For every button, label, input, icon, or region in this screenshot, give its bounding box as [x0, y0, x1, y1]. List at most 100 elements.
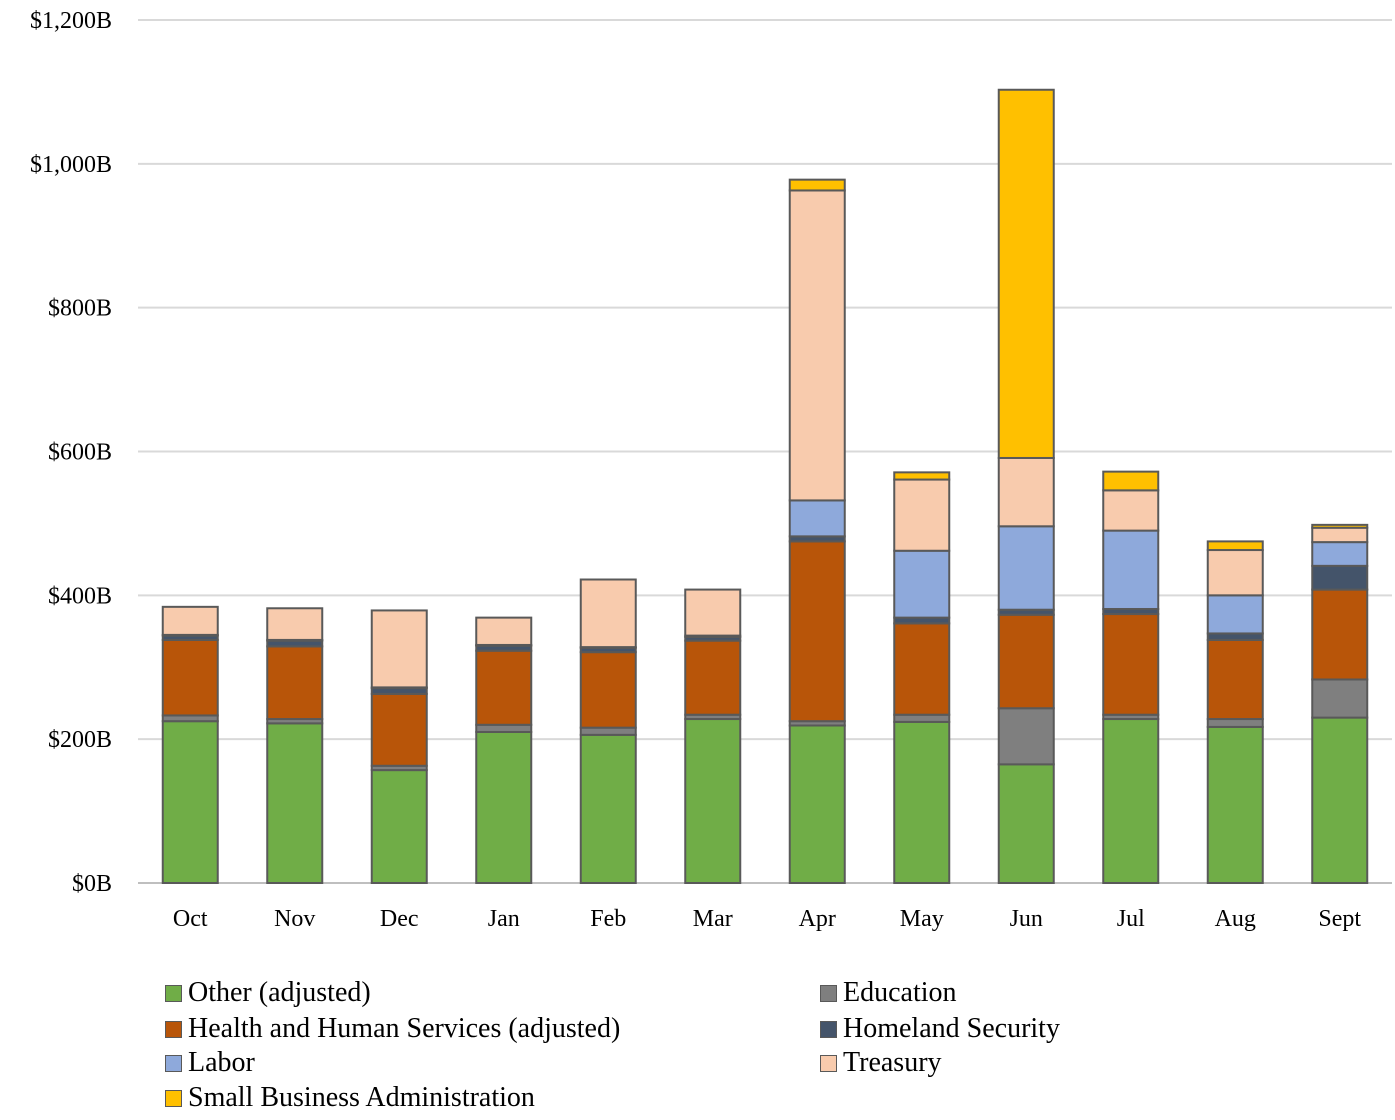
bar-segment [370, 692, 428, 767]
bar-segment [475, 723, 533, 733]
bar-segment [579, 733, 637, 885]
bar-segment [1102, 718, 1160, 885]
legend-item: Education [820, 977, 957, 1009]
bar-segment [1206, 638, 1264, 721]
bar-segment [788, 540, 846, 723]
bar-segment [266, 722, 324, 884]
bar-segment [475, 730, 533, 884]
bar-segment [684, 718, 742, 885]
bar-segment [684, 639, 742, 716]
legend-label: Education [843, 977, 957, 1008]
bar-segment [997, 525, 1055, 611]
bar-segment [893, 478, 951, 552]
legend-label: Health and Human Services (adjusted) [188, 1013, 621, 1044]
legend-swatch [165, 984, 182, 1002]
legend-label: Other (adjusted) [188, 977, 371, 1008]
bar-segment [1206, 540, 1264, 552]
bar-segment [1206, 725, 1264, 885]
bar-segment [161, 638, 219, 717]
x-tick-label: Apr [799, 906, 836, 932]
bar-segment [266, 645, 324, 721]
legend-item: Other (adjusted) [165, 977, 371, 1009]
bar-segment [1311, 716, 1369, 885]
y-tick-label: $1,200B [30, 8, 112, 34]
bar-segment [997, 613, 1055, 710]
x-tick-label: Aug [1215, 906, 1256, 932]
y-tick-label: $200B [48, 727, 112, 753]
legend-item: Treasury [820, 1047, 942, 1079]
x-tick-label: Oct [173, 906, 208, 932]
bar-segment [579, 726, 637, 736]
x-tick-label: Nov [274, 906, 315, 932]
y-tick-label: $800B [48, 296, 112, 322]
gridlines [138, 19, 1392, 884]
y-tick-label: $0B [72, 871, 112, 897]
bar-segment [997, 707, 1055, 766]
bar-segment [684, 588, 742, 637]
bar-segment [475, 649, 533, 726]
x-tick-label: Jul [1117, 906, 1145, 932]
x-tick-label: Jun [1010, 906, 1043, 932]
bar-segment [1311, 526, 1369, 544]
stacked-bar-chart: $0B $200B $400B $600B $800B $1,000B $1,200B Oc… [30, 8, 1392, 932]
bar-segment [1311, 523, 1369, 529]
legend-item: Labor [165, 1047, 255, 1079]
legend-item: Homeland Security [820, 1013, 1060, 1045]
legend-item: Small Business Administration [165, 1082, 535, 1114]
bar-segment [1206, 718, 1264, 728]
bar-segment [579, 578, 637, 649]
legend-item: Health and Human Services (adjusted) [165, 1013, 620, 1045]
bar-segment [788, 499, 846, 538]
bar-segment [1311, 678, 1369, 719]
bar-segment [1311, 541, 1369, 567]
bar-segment [1311, 564, 1369, 591]
legend-swatch [165, 1020, 182, 1038]
bar-segment [788, 189, 846, 502]
bar-segment [1206, 594, 1264, 635]
bar-segment [997, 763, 1055, 885]
y-tick-label: $600B [48, 440, 112, 466]
bar-segment [475, 616, 533, 646]
x-tick-label: Dec [380, 906, 419, 932]
x-tick-label: May [900, 906, 944, 932]
x-axis-ticks: Oct Nov Dec Jan Feb Mar Apr May Jun Jul Aug Sept [173, 906, 1361, 932]
legend: Other (adjusted) Education Health and Huma… [0, 975, 1395, 1120]
bar-segment [161, 720, 219, 884]
legend-swatch [165, 1089, 182, 1107]
y-tick-label: $1,000B [30, 152, 112, 178]
bar-segment [893, 720, 951, 885]
bar-segment [1102, 613, 1160, 716]
bar-segment [1102, 470, 1160, 492]
bar-segment [997, 88, 1055, 459]
y-tick-label: $400B [48, 583, 112, 609]
legend-label: Treasury [843, 1047, 942, 1078]
bar-segment [788, 724, 846, 884]
bar-segment [893, 622, 951, 716]
legend-swatch [165, 1054, 182, 1072]
bar-segment [1311, 588, 1369, 681]
bar-segment [579, 651, 637, 729]
bar-segment [997, 456, 1055, 528]
legend-label: Small Business Administration [188, 1082, 535, 1113]
legend-swatch [820, 1054, 837, 1072]
x-tick-label: Sept [1318, 906, 1361, 932]
bars [161, 88, 1369, 885]
bar-segment [1206, 549, 1264, 597]
legend-swatch [820, 1020, 837, 1038]
bar-segment [788, 178, 846, 192]
x-tick-label: Mar [693, 906, 733, 932]
bar-segment [893, 549, 951, 619]
bar-segment [161, 605, 219, 636]
bar-segment [266, 607, 324, 641]
bar-segment [370, 609, 428, 689]
bar-segment [1102, 489, 1160, 532]
bar-segment [1102, 529, 1160, 610]
x-tick-label: Jan [488, 906, 520, 932]
bar-segment [893, 713, 951, 723]
bar-segment [893, 471, 951, 481]
bar-segment [370, 769, 428, 884]
legend-label: Labor [188, 1047, 255, 1078]
x-tick-label: Feb [590, 906, 626, 932]
legend-swatch [820, 984, 837, 1002]
legend-label: Homeland Security [843, 1013, 1060, 1044]
